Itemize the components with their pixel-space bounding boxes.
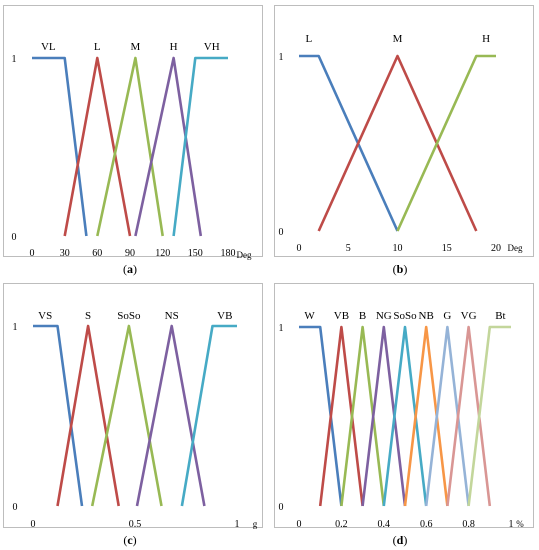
y-tick-label-c: 0 — [13, 502, 18, 513]
series-label-d-w: W — [304, 310, 315, 322]
x-tick-label-a: 30 — [60, 248, 70, 259]
series-line-a-vl — [32, 56, 88, 237]
series-line-a-vh — [172, 56, 228, 237]
series-label-a-h: H — [170, 41, 178, 53]
series-line-d-bt — [467, 325, 511, 507]
series-label-b-m: M — [393, 33, 403, 45]
x-tick-label-a: 0 — [30, 248, 35, 259]
x-tick-label-b: 10 — [393, 243, 403, 254]
caption-a: (a) — [123, 262, 137, 276]
y-tick-label-d: 0 — [279, 502, 284, 513]
x-tick-label-c: 1 — [235, 519, 240, 530]
series-line-d-g — [424, 325, 470, 507]
caption-b: (b) — [392, 262, 408, 276]
x-unit-label-b: Deg — [508, 243, 523, 253]
x-tick-label-b: 5 — [346, 243, 351, 254]
x-tick-label-c: 0 — [31, 519, 36, 530]
series-label-c-s: S — [85, 310, 91, 322]
panel-a-frame — [3, 5, 263, 257]
series-line-c-ns — [135, 324, 206, 507]
series-label-d-nb: NB — [419, 310, 434, 322]
caption-c: (c) — [123, 533, 137, 547]
x-tick-label-b: 20 — [491, 243, 501, 254]
series-line-a-l — [63, 56, 132, 237]
series-line-d-nb — [403, 325, 449, 507]
series-label-a-vl: VL — [41, 41, 56, 53]
caption-d: (d) — [392, 533, 408, 547]
x-tick-label-d: 1 — [509, 519, 514, 530]
series-line-c-vs — [33, 324, 84, 507]
series-line-c-s — [56, 324, 120, 507]
chart-c: VS S SoSo NS VB 0 1 0 0.5 1 g — [13, 310, 258, 530]
series-line-d-vg — [446, 325, 492, 507]
y-tick-label-a: 0 — [12, 232, 17, 243]
series-label-a-m: M — [131, 41, 141, 53]
x-unit-label-a: Deg — [237, 250, 252, 260]
x-tick-label-a: 90 — [125, 248, 135, 259]
series-label-d-bt: Bt — [495, 310, 505, 322]
series-label-a-l: L — [94, 41, 101, 53]
series-label-a-vh: VH — [204, 41, 220, 53]
series-line-d-w — [299, 325, 343, 507]
x-unit-label-d: % — [516, 519, 524, 529]
y-tick-label-b: 0 — [279, 227, 284, 238]
x-tick-label-a: 60 — [92, 248, 102, 259]
x-tick-label-b: 15 — [442, 243, 452, 254]
x-tick-label-a: 150 — [188, 248, 203, 259]
series-line-d-b — [340, 325, 386, 507]
series-label-d-vg: VG — [461, 310, 477, 322]
series-label-c-soso: SoSo — [117, 310, 141, 322]
series-label-c-vb: VB — [217, 310, 232, 322]
series-line-c-vb — [180, 324, 237, 507]
series-label-d-g: G — [443, 310, 451, 322]
series-label-d-vb: VB — [334, 310, 349, 322]
x-tick-label-d: 0.4 — [378, 519, 391, 530]
series-label-d-b: B — [359, 310, 366, 322]
x-tick-label-a: 120 — [155, 248, 170, 259]
series-line-a-h — [134, 56, 203, 237]
x-tick-label-d: 0 — [297, 519, 302, 530]
x-tick-label-d: 0.6 — [420, 519, 433, 530]
chart-a: VL L M H VH 0 1 0 30 60 90 120 150 180 Deg — [12, 41, 252, 260]
series-label-d-ng: NG — [376, 310, 392, 322]
series-label-d-soso: SoSo — [393, 310, 417, 322]
x-tick-label-d: 0.2 — [335, 519, 348, 530]
series-line-d-soso — [382, 325, 428, 507]
y-tick-label-b: 1 — [279, 52, 284, 63]
series-label-b-h: H — [482, 33, 490, 45]
series-line-d-vb — [318, 325, 364, 507]
panel-c-frame — [3, 283, 263, 528]
y-tick-label-c: 1 — [13, 322, 18, 333]
series-label-c-vs: VS — [38, 310, 52, 322]
series-line-c-soso — [90, 324, 163, 507]
series-line-d-ng — [361, 325, 407, 507]
x-unit-label-c: g — [253, 519, 258, 529]
y-tick-label-d: 1 — [279, 323, 284, 334]
series-label-c-ns: NS — [165, 310, 179, 322]
x-tick-label-a: 180 — [221, 248, 236, 259]
series-line-b-m — [317, 54, 478, 232]
x-tick-label-b: 0 — [297, 243, 302, 254]
series-line-b-h — [396, 54, 496, 232]
x-tick-label-d: 0.8 — [462, 519, 475, 530]
y-tick-label-a: 1 — [12, 54, 17, 65]
x-tick-label-c: 0.5 — [129, 519, 142, 530]
series-label-b-l: L — [306, 33, 313, 45]
series-line-b-l — [299, 54, 399, 232]
series-line-a-m — [96, 56, 164, 237]
